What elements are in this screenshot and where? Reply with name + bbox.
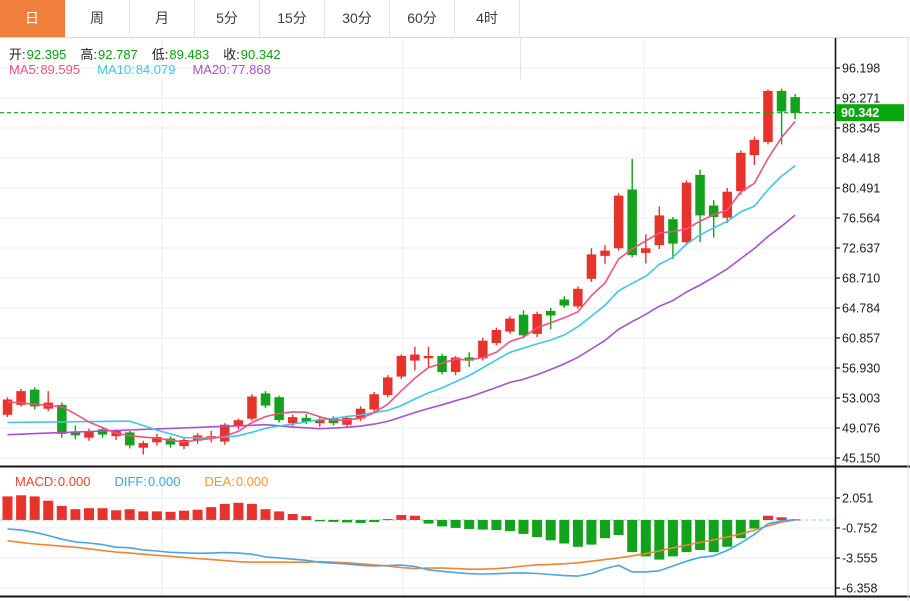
svg-text:88.345: 88.345 [842, 122, 880, 136]
info-divider [520, 38, 521, 80]
svg-text:64.784: 64.784 [842, 302, 880, 316]
macd-label: MACD: [15, 474, 57, 489]
svg-text:2.051: 2.051 [842, 492, 873, 506]
ma10-label: MA10: [97, 62, 135, 77]
diff-value: 0.000 [147, 474, 181, 489]
ohlc-readout: 开:92.395 高:92.787 低:89.483 收:90.342 [9, 44, 281, 63]
ma5-label: MA5: [9, 62, 40, 77]
svg-text:45.150: 45.150 [842, 452, 880, 466]
macd-value: 0.000 [57, 474, 91, 489]
close-label: 收: [223, 47, 240, 62]
tab-5min[interactable]: 5分 [195, 0, 260, 37]
dea-line [7, 519, 796, 571]
svg-text:96.198: 96.198 [842, 62, 880, 76]
diff-label: DIFF: [114, 474, 147, 489]
high-value: 92.787 [98, 47, 138, 62]
svg-text:92.271: 92.271 [842, 92, 880, 106]
tab-4hour[interactable]: 4时 [455, 0, 520, 37]
ma5-group: MA5:89.595 [9, 62, 80, 77]
svg-text:60.857: 60.857 [842, 332, 880, 346]
tab-30min[interactable]: 30分 [325, 0, 390, 37]
ma20-line [7, 214, 796, 436]
svg-text:68.710: 68.710 [842, 272, 880, 286]
tab-15min[interactable]: 15分 [260, 0, 325, 37]
ma-readout: MA5:89.595 MA10:84.079 MA20:77.868 [9, 62, 271, 77]
open-group: 开:92.395 [9, 44, 66, 63]
svg-text:-6.358: -6.358 [842, 582, 877, 596]
svg-text:56.930: 56.930 [842, 362, 880, 376]
svg-text:84.418: 84.418 [842, 152, 880, 166]
macd-group: MACD:0.000 [15, 474, 90, 489]
svg-text:80.491: 80.491 [842, 182, 880, 196]
diff-group: DIFF:0.000 [114, 474, 180, 489]
svg-text:72.637: 72.637 [842, 242, 880, 256]
svg-text:-0.752: -0.752 [842, 522, 877, 536]
diff-line [7, 518, 796, 577]
macd-readout: MACD:0.000 DIFF:0.000 DEA:0.000 [15, 474, 268, 489]
low-label: 低: [151, 47, 169, 62]
low-value: 89.483 [169, 47, 210, 62]
low-group: 低:89.483 [152, 44, 209, 63]
dea-group: DEA:0.000 [204, 474, 268, 489]
ma10-group: MA10:84.079 [97, 62, 175, 77]
ma20-value: 77.868 [231, 62, 271, 77]
high-label: 高: [80, 47, 98, 62]
close-value: 90.342 [240, 47, 281, 62]
ma20-group: MA20:77.868 [192, 62, 270, 77]
tab-week[interactable]: 周 [65, 0, 130, 37]
svg-text:53.003: 53.003 [842, 392, 880, 406]
interval-tabbar: 日周月 5分 15分 30分 60分 4时 [0, 0, 910, 38]
svg-text:-3.555: -3.555 [842, 552, 877, 566]
svg-text:90.342: 90.342 [841, 106, 879, 120]
svg-text:76.564: 76.564 [842, 212, 880, 226]
open-value: 92.395 [26, 47, 67, 62]
current-price-tag: 90.342 [836, 104, 904, 122]
ma5-line [7, 120, 796, 443]
high-group: 高:92.787 [80, 44, 137, 63]
dea-value: 0.000 [235, 474, 269, 489]
ma20-label: MA20: [192, 62, 231, 77]
tab-day[interactable]: 日 [0, 0, 65, 37]
gridlines [0, 38, 835, 596]
svg-text:49.076: 49.076 [842, 422, 880, 436]
close-group: 收:90.342 [223, 44, 280, 63]
tab-month[interactable]: 月 [130, 0, 195, 37]
ma10-value: 84.079 [135, 62, 176, 77]
dea-label: DEA: [204, 474, 235, 489]
macd-axis: 2.051 -0.752 -3.555 -6.358 [835, 492, 877, 596]
tab-60min[interactable]: 60分 [390, 0, 455, 37]
price-axis: 96.198 92.271 88.345 84.418 80.491 76.564 72.6… [835, 62, 880, 466]
macd-histogram [2, 495, 801, 560]
open-label: 开: [9, 47, 26, 62]
ma5-value: 89.595 [40, 62, 81, 77]
ma10-line [7, 165, 796, 439]
